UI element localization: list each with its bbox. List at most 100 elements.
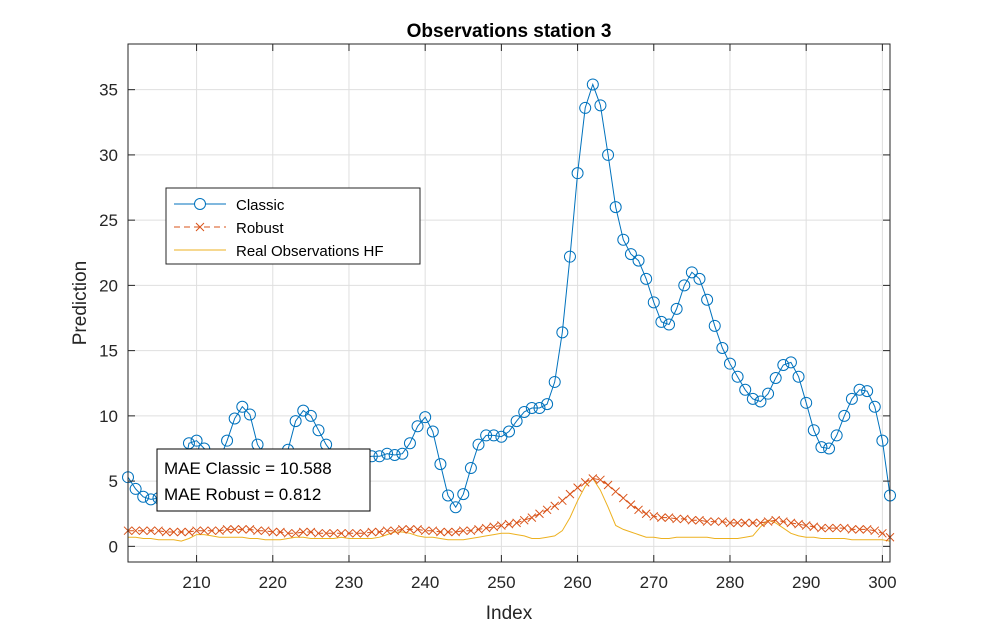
data-point-x — [481, 523, 491, 533]
data-point-circle — [815, 441, 828, 454]
data-point-circle — [762, 387, 775, 400]
data-point-x — [184, 527, 194, 537]
x-tick-label: 290 — [792, 573, 820, 592]
data-point-x — [489, 522, 499, 532]
legend[interactable]: Classic Robust Real Observations HF — [165, 187, 421, 265]
data-point-circle — [541, 398, 554, 411]
data-point-x — [458, 526, 468, 536]
data-point-x — [253, 526, 262, 536]
data-point-x — [138, 526, 148, 536]
data-point-x — [626, 500, 636, 509]
data-point-x — [260, 526, 270, 536]
data-point-circle — [845, 392, 858, 405]
data-point-circle — [602, 148, 615, 161]
data-point-x — [443, 527, 453, 537]
data-point-circle — [312, 424, 325, 437]
data-point-circle — [670, 302, 683, 315]
data-point-x — [428, 526, 438, 536]
data-point-x — [367, 527, 377, 537]
data-point-x — [245, 525, 255, 534]
data-point-circle — [800, 396, 813, 409]
y-tick-label: 25 — [99, 211, 118, 230]
data-point-x — [649, 511, 659, 521]
data-point-circle — [663, 318, 676, 331]
data-point-x — [702, 517, 712, 526]
x-tick-label: 230 — [335, 573, 363, 592]
data-point-circle — [449, 501, 462, 514]
data-point-circle — [304, 409, 317, 422]
data-point-x — [215, 526, 224, 536]
data-point-x — [497, 521, 506, 530]
data-point-circle — [129, 482, 142, 495]
x-axis-label: Index — [486, 603, 533, 624]
legend-marker-circle — [194, 198, 206, 210]
data-point-circle — [868, 400, 881, 413]
data-point-x — [763, 517, 773, 526]
data-point-circle — [472, 438, 485, 451]
data-point-circle — [769, 372, 782, 385]
y-tick-label: 35 — [99, 81, 118, 100]
data-point-x — [809, 522, 819, 532]
data-point-x — [237, 525, 247, 534]
legend-label: Robust — [236, 220, 284, 237]
data-point-circle — [434, 458, 447, 471]
x-tick-label: 240 — [411, 573, 439, 592]
data-point-x — [542, 505, 552, 515]
data-point-x — [352, 528, 361, 538]
data-point-circle — [876, 434, 889, 447]
data-point-x — [862, 525, 872, 534]
data-point-circle — [792, 370, 805, 383]
annotation-box — [156, 448, 371, 512]
data-point-x — [344, 528, 354, 538]
data-point-circle — [563, 250, 576, 263]
data-point-circle — [784, 356, 797, 369]
data-point-circle — [503, 425, 515, 438]
data-point-x — [314, 528, 323, 538]
data-point-x — [710, 517, 720, 526]
data-point-x — [855, 525, 864, 534]
data-point-circle — [243, 408, 256, 421]
x-tick-label: 210 — [182, 573, 210, 592]
data-point-x — [466, 526, 476, 536]
data-point-x — [794, 519, 803, 529]
data-point-x — [786, 518, 796, 528]
data-point-circle — [678, 279, 691, 292]
y-axis-label: Prediction — [70, 261, 91, 346]
data-point-circle — [853, 383, 866, 396]
data-point-x — [550, 501, 560, 511]
data-point-circle — [442, 489, 455, 502]
data-point-circle — [533, 402, 546, 415]
data-point-x — [169, 527, 179, 537]
data-point-circle — [746, 392, 759, 405]
data-point-x — [276, 527, 285, 537]
data-point-x — [397, 525, 407, 534]
data-point-circle — [144, 493, 157, 506]
data-point-x — [672, 514, 681, 524]
data-point-circle — [571, 167, 584, 180]
data-point-x — [718, 517, 727, 526]
data-point-x — [161, 527, 171, 537]
data-point-x — [687, 515, 697, 525]
annotation-line: MAE Classic = 10.588 — [164, 459, 332, 478]
data-point-circle — [640, 272, 653, 285]
data-point-circle — [579, 101, 592, 114]
data-point-x — [740, 518, 750, 528]
data-point-circle — [754, 395, 767, 408]
y-tick-label: 0 — [109, 537, 118, 556]
data-point-circle — [777, 358, 790, 371]
data-point-x — [283, 528, 293, 538]
data-point-circle — [556, 326, 569, 339]
data-point-x — [603, 480, 613, 490]
data-point-x — [405, 525, 415, 534]
data-point-x — [634, 505, 643, 515]
x-tick-label: 220 — [259, 573, 287, 592]
data-point-x — [839, 523, 849, 533]
data-point-circle — [480, 429, 493, 442]
data-point-x — [512, 518, 521, 528]
data-point-x — [580, 478, 590, 487]
data-point-x — [778, 517, 788, 526]
data-point-x — [733, 518, 742, 528]
data-point-circle — [823, 442, 836, 455]
